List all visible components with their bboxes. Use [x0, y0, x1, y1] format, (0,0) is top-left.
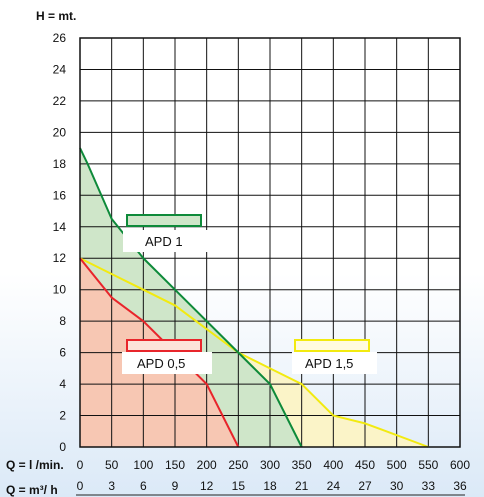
legend-box-apd-1 [123, 230, 213, 252]
legend-apd-15: APD 1,5 [292, 339, 377, 374]
series-lines [79, 147, 429, 448]
x-tick-label-8: 400 [323, 458, 343, 472]
x-tick-label-9: 450 [355, 458, 375, 472]
x-tick-label-0: 0 [77, 458, 84, 472]
plot-frame [79, 37, 461, 448]
y-tick-label-9: 18 [53, 157, 67, 171]
legend-label-apd-05: APD 0,5 [137, 356, 185, 371]
x-tick-label-12: 600 [450, 458, 470, 472]
x-tick-label-2: 100 [133, 458, 153, 472]
x2-tick-label-9: 27 [358, 479, 372, 493]
legend-apd-1: APD 1 [123, 214, 213, 252]
y-tick-label-13: 26 [53, 31, 67, 45]
y-tick-label-6: 12 [53, 251, 67, 265]
y-tick-label-7: 14 [53, 220, 67, 234]
series-line-1 [79, 147, 303, 448]
legend-label-apd-1: APD 1 [145, 234, 183, 249]
x-tick-label-6: 300 [260, 458, 280, 472]
x2-tick-label-4: 12 [200, 479, 214, 493]
x2-tick-label-5: 15 [232, 479, 246, 493]
x-tick-label-11: 550 [418, 458, 438, 472]
y-tick-label-2: 4 [59, 377, 66, 391]
legend-swatch-apd-1 [126, 214, 202, 227]
x2-tick-label-8: 24 [327, 479, 341, 493]
legend-label-apd-15: APD 1,5 [305, 356, 353, 371]
y-tick-label-4: 8 [59, 314, 66, 328]
y-tick-label-12: 24 [53, 62, 67, 76]
x2-tick-label-11: 33 [422, 479, 436, 493]
y-tick-label-8: 16 [53, 188, 67, 202]
y-axis-label: H = mt. [36, 9, 76, 23]
x2-tick-label-12: 36 [453, 479, 467, 493]
series-line-0 [79, 257, 240, 448]
y-tick-label-0: 0 [59, 440, 66, 454]
x-tick-label-5: 250 [228, 458, 248, 472]
y-tick-label-1: 2 [59, 409, 66, 423]
x2-tick-label-10: 30 [390, 479, 404, 493]
x2-tick-label-6: 18 [263, 479, 277, 493]
legend-swatch-apd-15 [294, 339, 370, 352]
series-fills [80, 148, 429, 447]
y-tick-label-3: 6 [59, 346, 66, 360]
x-tick-label-4: 200 [197, 458, 217, 472]
legend: APD 1 APD 0,5 APD 1,5 [122, 214, 377, 374]
y-tick-label-11: 22 [53, 94, 67, 108]
x-axis-label-m3h: Q = m³/ h [6, 483, 58, 497]
x2-tick-label-2: 6 [140, 479, 147, 493]
y-tick-label-10: 20 [53, 125, 67, 139]
x-tick-label-1: 50 [105, 458, 119, 472]
legend-box-apd-05 [122, 352, 212, 374]
x-tick-label-3: 150 [165, 458, 185, 472]
legend-box-apd-15 [292, 352, 377, 374]
x-tick-label-7: 350 [292, 458, 312, 472]
x2-tick-label-1: 3 [108, 479, 115, 493]
x2-tick-labels: 0 3 6 9 12 15 18 21 24 27 30 33 36 [77, 479, 467, 493]
legend-swatch-apd-05 [126, 339, 202, 352]
x2-tick-label-7: 21 [295, 479, 309, 493]
legend-apd-05: APD 0,5 [122, 339, 212, 374]
plot-border [79, 37, 461, 448]
x2-tick-label-3: 9 [172, 479, 179, 493]
y-tick-label-5: 10 [53, 283, 67, 297]
x-tick-labels: 0 50 100 150 200 250 300 350 400 450 500 550 600 [77, 458, 471, 472]
x-tick-label-10: 500 [387, 458, 407, 472]
x2-tick-label-0: 0 [77, 479, 84, 493]
x-axis-label-lmin: Q = l /min. [6, 458, 64, 472]
